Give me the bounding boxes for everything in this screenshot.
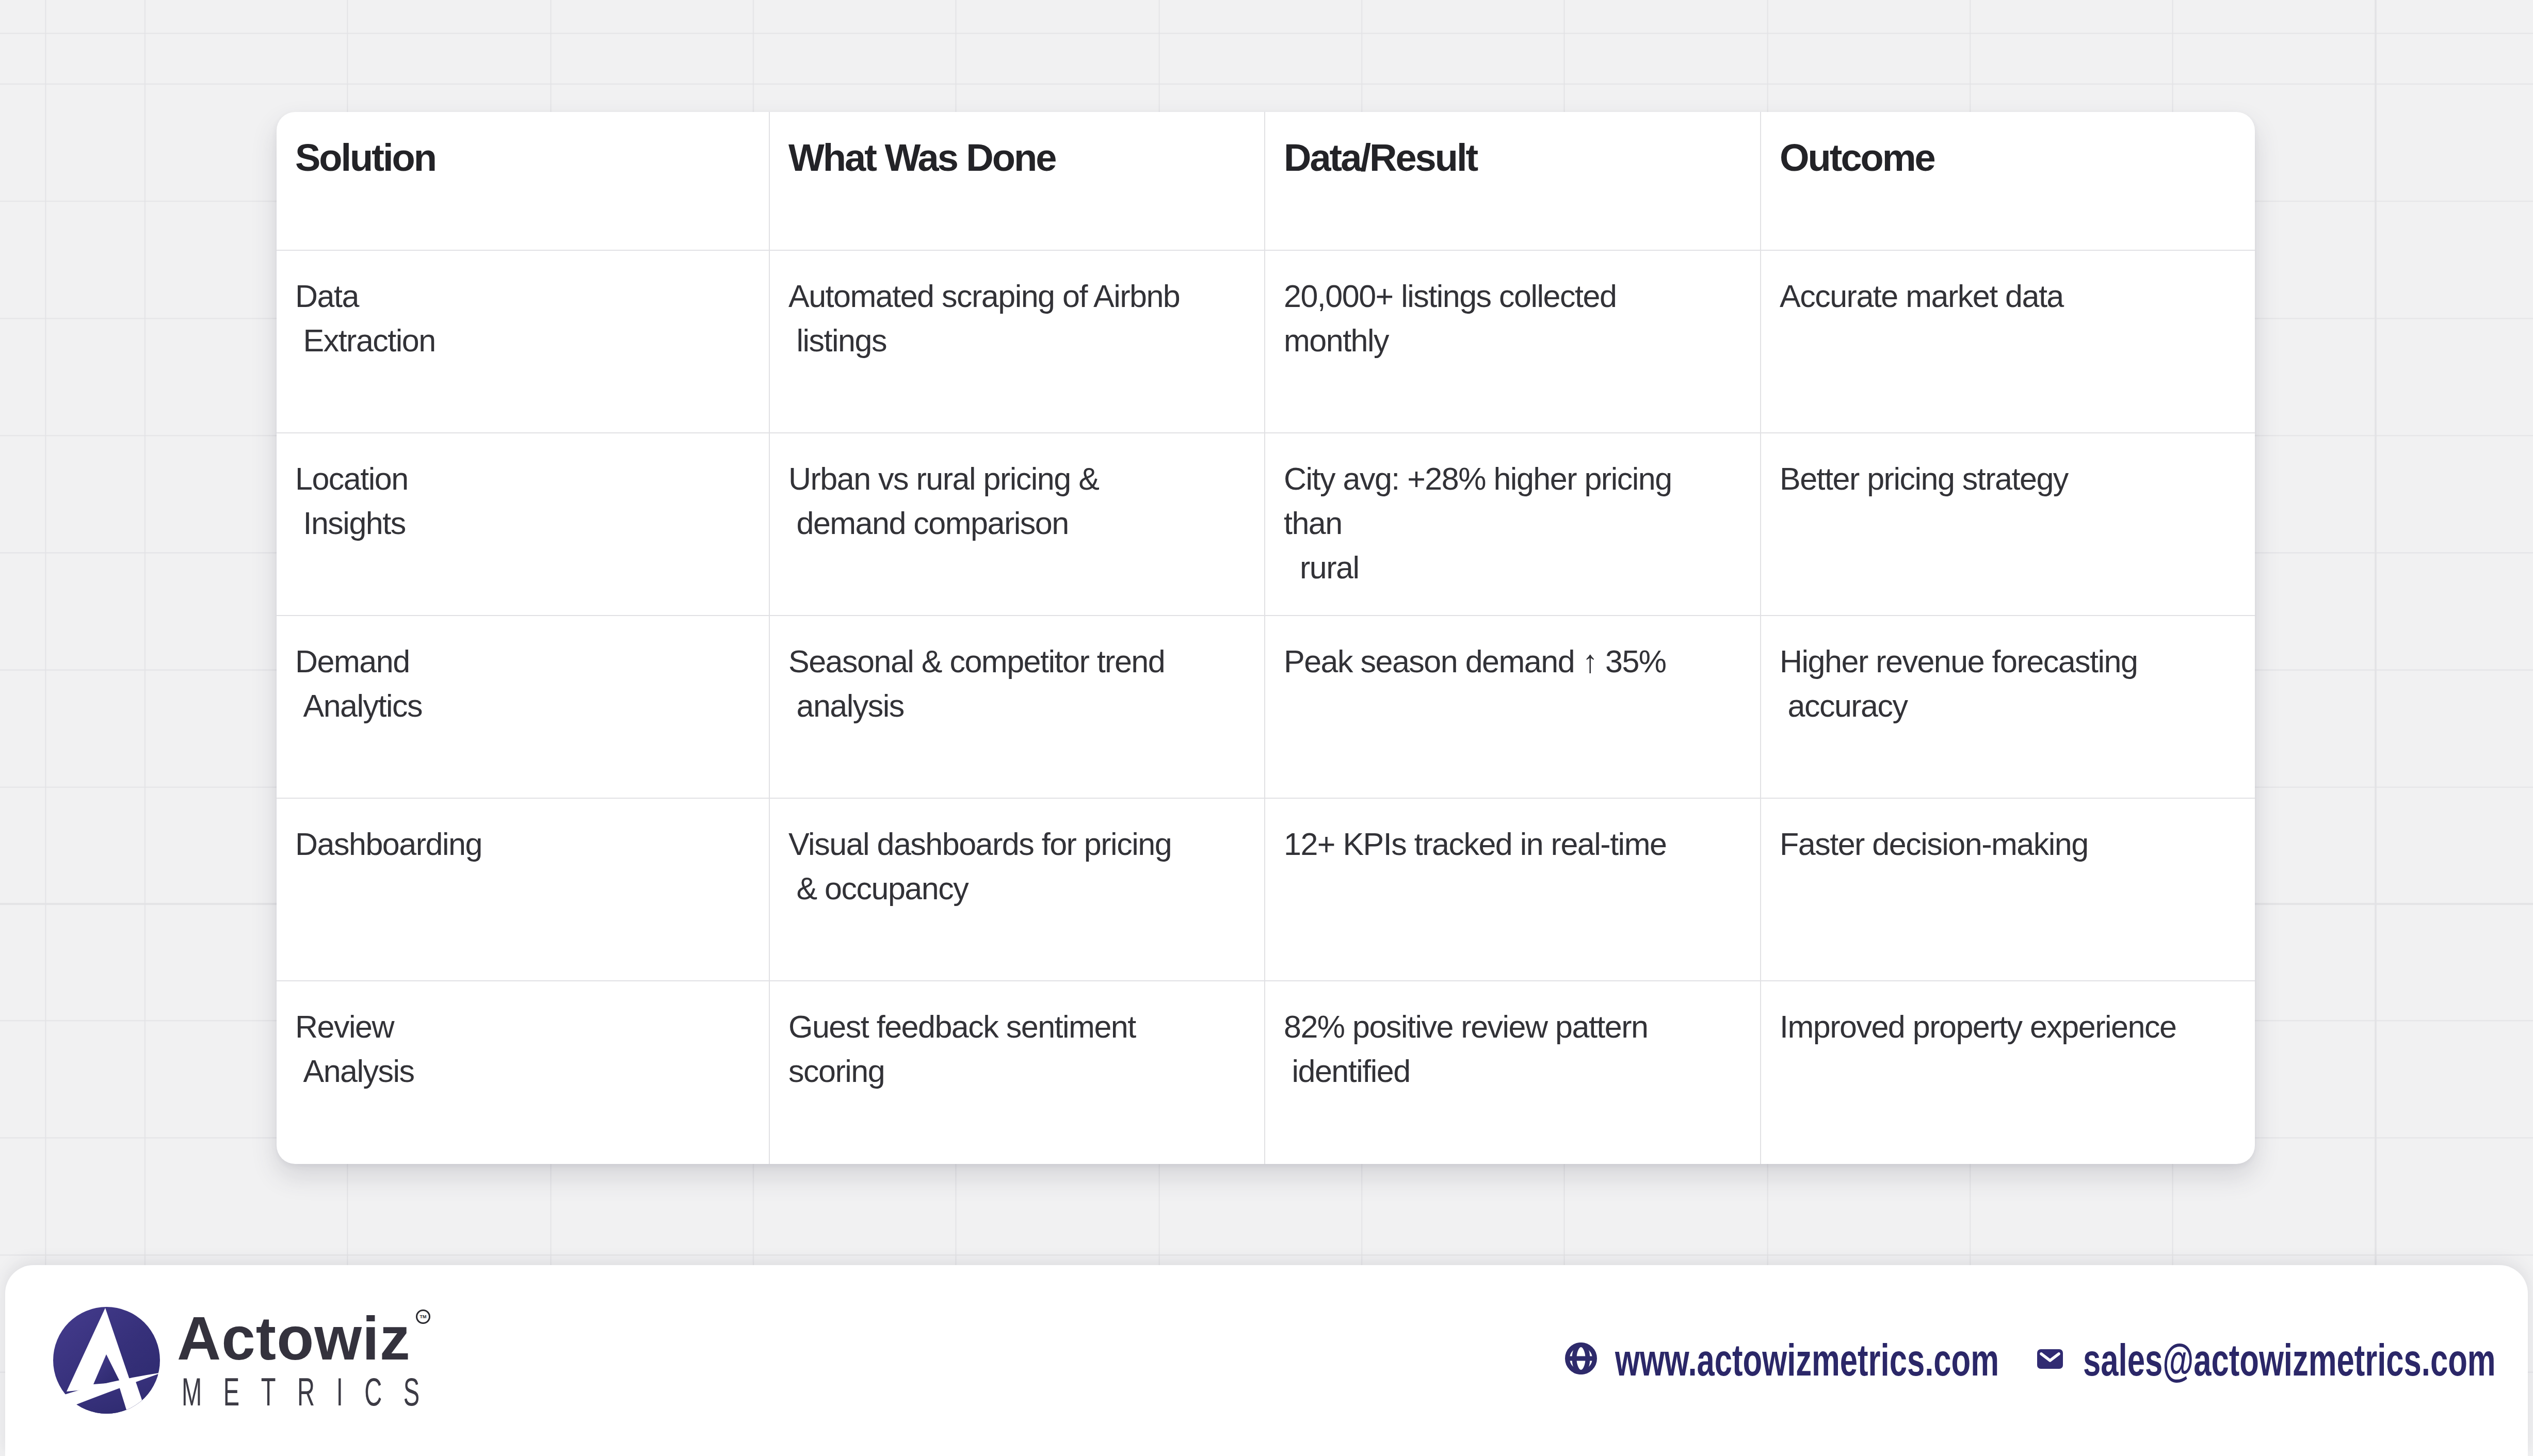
table-cell-outcome: Better pricing strategy	[1761, 433, 2255, 616]
actowiz-logo-icon	[53, 1307, 160, 1414]
column-header-what-was-done: What Was Done	[770, 112, 1265, 251]
table-cell-outcome: Higher revenue forecasting accuracy	[1761, 616, 2255, 799]
column-header-data-result: Data/Result	[1265, 112, 1761, 251]
brand-subtitle: METRICS	[182, 1372, 441, 1412]
table-cell-what-was-done: Automated scraping of Airbnb listings	[770, 251, 1265, 433]
table-cell-data-result: 20,000+ listings collected monthly	[1265, 251, 1761, 433]
table-cell-data-result: Peak season demand ↑ 35%	[1265, 616, 1761, 799]
table-cell-what-was-done: Seasonal & competitor trend analysis	[770, 616, 1265, 799]
table-cell-solution: Data Extraction	[277, 251, 770, 433]
table-cell-solution: Review Analysis	[277, 981, 770, 1164]
table-cell-data-result: 82% positive review pattern identified	[1265, 981, 1761, 1164]
table-cell-data-result: 12+ KPIs tracked in real-time	[1265, 799, 1761, 981]
trademark-badge: TM	[416, 1309, 430, 1324]
website-link[interactable]: www.actowizmetrics.com	[1615, 1337, 1999, 1383]
table-cell-what-was-done: Visual dashboards for pricing & occupanc…	[770, 799, 1265, 981]
brand-name: Actowiz	[177, 1308, 411, 1369]
table-cell-outcome: Faster decision-making	[1761, 799, 2255, 981]
table-cell-outcome: Accurate market data	[1761, 251, 2255, 433]
table-cell-solution: Location Insights	[277, 433, 770, 616]
table-cell-what-was-done: Urban vs rural pricing & demand comparis…	[770, 433, 1265, 616]
email-link[interactable]: sales@actowizmetrics.com	[2083, 1337, 2496, 1383]
column-header-outcome: Outcome	[1761, 112, 2255, 251]
table-cell-solution: Dashboarding	[277, 799, 770, 981]
table-cell-what-was-done: Guest feedback sentiment scoring	[770, 981, 1265, 1164]
column-header-solution: Solution	[277, 112, 770, 251]
email-icon	[2037, 1349, 2063, 1369]
table-cell-data-result: City avg: +28% higher pricing than rural	[1265, 433, 1761, 616]
globe-icon	[1565, 1342, 1597, 1374]
case-study-table: Solution What Was Done Data/Result Outco…	[277, 112, 2255, 1164]
table-cell-outcome: Improved property experience	[1761, 981, 2255, 1164]
table-cell-solution: Demand Analytics	[277, 616, 770, 799]
